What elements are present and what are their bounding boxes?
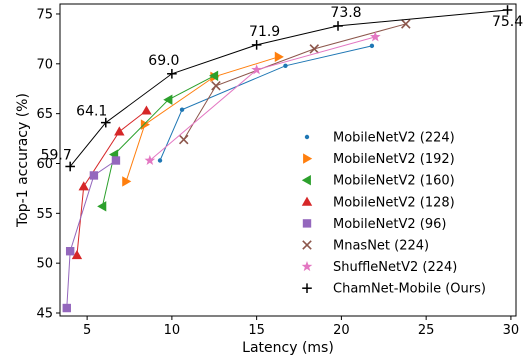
legend-entry: MnasNet (224) [302,239,429,254]
data-point [283,63,288,69]
legend-label: MobileNetV2 (160) [333,174,455,189]
x-axis-label: Latency (ms) [242,340,334,356]
series-line [125,56,279,182]
legend-marker [301,196,313,206]
series-line [76,110,147,256]
data-point [62,303,71,313]
series-1 [122,51,284,187]
y-tick-label: 75 [36,7,53,22]
y-tick-label: 60 [36,157,53,172]
annotation-layer: 59.7 64.1 69.0 71.9 73.8 75.4 [41,5,524,164]
annotation-label: 64.1 [76,104,107,120]
data-point [97,201,107,212]
data-point [111,156,121,165]
y-tick-label: 70 [36,57,53,72]
data-point [65,247,75,256]
x-tick-label: 30 [503,323,520,338]
data-point [78,181,89,191]
data-point [274,51,284,63]
data-point [122,176,132,187]
data-point [309,44,320,54]
data-point [89,171,99,180]
x-tick-label: 5 [83,323,91,338]
legend-label: ChamNet-Mobile (Ours) [333,282,486,297]
legend-entry: MobileNetV2 (128) [301,195,455,210]
annotation-label: 59.7 [41,147,72,163]
legend-marker [301,175,311,186]
data-point [179,107,185,112]
series-layer [62,5,513,313]
legend-entry: MobileNetV2 (192) [303,152,455,167]
data-point [144,154,156,166]
annotation-label: 75.4 [492,14,523,30]
series-line [69,9,508,167]
series-6 [144,31,381,166]
data-point [141,105,152,115]
annotation-label: 73.8 [330,5,361,21]
data-point [100,117,111,128]
series-7 [65,5,513,172]
legend-entry: MobileNetV2 (96) [302,217,446,232]
series-line [66,160,117,309]
data-point [65,161,75,172]
x-axis: 5 10 15 20 25 30 [83,316,519,338]
legend-label: ShuffleNetV2 (224) [333,260,457,275]
legend-marker [302,219,312,228]
series-2 [97,70,219,212]
data-point [178,134,189,145]
data-point [251,40,262,50]
x-tick-label: 10 [164,323,181,338]
legend-marker [302,283,312,293]
y-tick-label: 65 [36,107,53,122]
data-point [211,80,221,91]
annotation-label: 71.9 [249,24,280,40]
data-point [157,158,163,163]
legend: MobileNetV2 (224) MobileNetV2 (192) Mobile… [301,131,486,297]
x-tick-label: 20 [333,323,350,338]
y-axis-label: Top-1 accuracy (%) [15,93,31,228]
legend-label: MnasNet (224) [333,239,429,254]
data-point [369,43,375,49]
legend-entry: ShuffleNetV2 (224) [301,260,457,275]
series-line [159,45,373,161]
series-line [101,75,215,207]
y-tick-label: 55 [36,207,53,222]
series-0 [157,43,375,163]
y-axis: 45 50 55 60 65 70 75 [36,7,60,322]
legend-entry: ChamNet-Mobile (Ours) [302,282,486,297]
data-point [71,249,83,260]
legend-label: MobileNetV2 (128) [333,195,455,210]
legend-entry: MobileNetV2 (224) [304,131,455,146]
y-tick-label: 45 [36,307,53,322]
data-point [167,68,177,79]
data-point [209,70,219,81]
x-tick-label: 25 [418,323,435,338]
data-point [114,126,125,136]
series-line [183,23,406,140]
legend-label: MobileNetV2 (192) [333,152,455,167]
data-point [163,94,173,105]
legend-label: MobileNetV2 (96) [333,217,446,232]
data-point [140,119,150,130]
series-4 [62,156,121,313]
data-point [251,64,262,75]
data-point [333,21,343,31]
plot-frame [59,3,517,317]
legend-entry: MobileNetV2 (160) [301,174,455,189]
data-point [401,19,411,29]
legend-marker [302,240,312,250]
data-point [502,5,513,15]
annotation-label: 69.0 [148,53,179,69]
legend-label: MobileNetV2 (224) [333,131,455,146]
legend-marker [301,261,313,272]
legend-marker [304,134,310,140]
data-point [369,31,381,42]
legend-marker [303,153,313,164]
y-tick-label: 50 [36,257,53,272]
series-3 [71,105,152,260]
x-tick-label: 15 [248,323,265,338]
